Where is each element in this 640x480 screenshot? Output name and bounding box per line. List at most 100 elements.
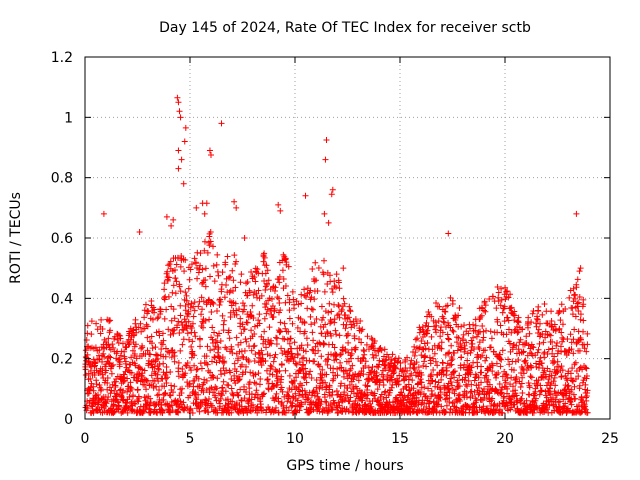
data-point (311, 358, 318, 365)
data-point (501, 403, 508, 410)
data-point (536, 320, 543, 327)
data-point (180, 327, 187, 334)
data-point (165, 262, 172, 269)
data-point (271, 287, 278, 294)
data-point (174, 322, 181, 329)
data-point (525, 320, 532, 327)
data-point (203, 360, 210, 367)
data-point (98, 386, 105, 393)
data-point (440, 366, 447, 373)
data-point (163, 306, 170, 313)
data-point (175, 318, 182, 325)
data-point (210, 373, 217, 380)
data-point (511, 312, 518, 319)
data-point (497, 390, 504, 397)
data-point (576, 294, 583, 301)
data-point (168, 222, 175, 229)
data-point (148, 372, 155, 379)
data-point (346, 382, 353, 389)
data-point (497, 302, 504, 309)
data-point (82, 347, 89, 354)
data-point (88, 380, 95, 387)
data-point (217, 355, 224, 362)
data-point (573, 281, 580, 288)
data-point (475, 374, 482, 381)
data-point (173, 261, 180, 268)
data-point (197, 343, 204, 350)
data-point (179, 385, 186, 392)
data-point (345, 330, 352, 337)
data-point (373, 373, 380, 380)
data-point (461, 342, 468, 349)
data-point (201, 247, 208, 254)
data-point (221, 294, 228, 301)
data-point (201, 210, 208, 217)
data-point (191, 307, 198, 314)
data-point (389, 351, 396, 358)
data-point (196, 266, 203, 273)
data-point (251, 323, 258, 330)
data-point (218, 120, 225, 127)
data-point (206, 242, 213, 249)
data-point (231, 198, 238, 205)
data-point (482, 308, 489, 315)
data-point (300, 354, 307, 361)
data-point (584, 409, 591, 416)
data-point (351, 322, 358, 329)
data-point (447, 375, 454, 382)
data-point (329, 289, 336, 296)
data-point (228, 375, 235, 382)
data-point (551, 321, 558, 328)
data-point (461, 322, 468, 329)
data-point (404, 354, 411, 361)
data-point (576, 347, 583, 354)
data-point (433, 329, 440, 336)
data-point (309, 265, 316, 272)
data-point (575, 373, 582, 380)
data-point (508, 374, 515, 381)
data-point (436, 393, 443, 400)
x-tick-label: 25 (601, 431, 619, 447)
data-point (539, 311, 546, 318)
data-point (506, 361, 513, 368)
data-point (224, 253, 231, 260)
data-point (539, 330, 546, 337)
data-point (360, 371, 367, 378)
data-point (203, 397, 210, 404)
data-point (138, 328, 145, 335)
data-point (287, 335, 294, 342)
data-point (206, 233, 213, 240)
data-point (445, 319, 452, 326)
data-point (170, 282, 177, 289)
data-point (257, 398, 264, 405)
data-point (154, 371, 161, 378)
data-point (192, 389, 199, 396)
data-point (448, 361, 455, 368)
data-point (227, 314, 234, 321)
data-point (446, 349, 453, 356)
data-point (493, 371, 500, 378)
data-point (480, 337, 487, 344)
data-point (202, 265, 209, 272)
data-point (308, 305, 315, 312)
data-point (164, 277, 171, 284)
data-point (329, 186, 336, 193)
data-point (475, 384, 482, 391)
data-point (190, 313, 197, 320)
data-point (112, 383, 119, 390)
data-point (364, 333, 371, 340)
data-point (297, 367, 304, 374)
data-point (219, 384, 226, 391)
data-point (567, 399, 574, 406)
data-point (376, 377, 383, 384)
data-point (572, 359, 579, 366)
data-point (141, 408, 148, 415)
data-point (568, 339, 575, 346)
data-point (184, 360, 191, 367)
data-point (482, 302, 489, 309)
data-point (581, 345, 588, 352)
data-point (176, 283, 183, 290)
data-point (345, 408, 352, 415)
data-point (519, 390, 526, 397)
data-point (395, 377, 402, 384)
